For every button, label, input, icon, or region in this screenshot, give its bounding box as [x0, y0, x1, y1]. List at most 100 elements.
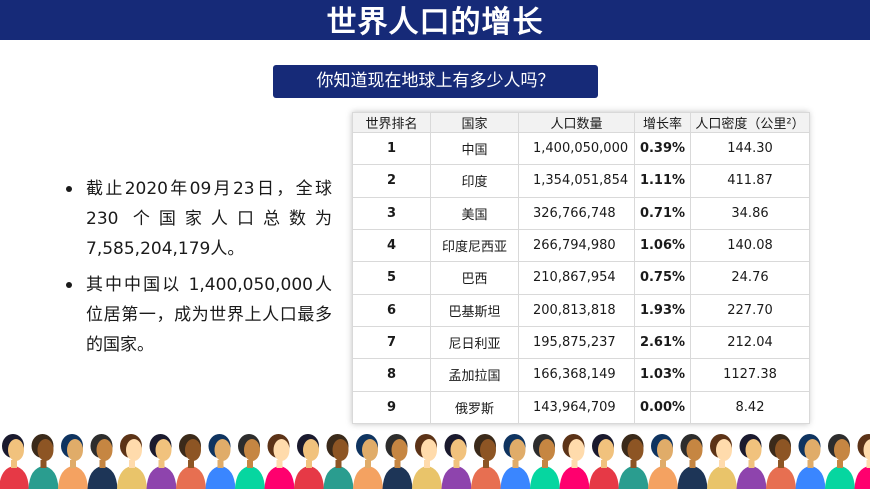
country-cell: 印度尼西亚 — [430, 228, 519, 263]
table-row: 2 印度 1,354,051,854 1.11% 411.87 — [352, 164, 810, 198]
growth-cell: 1.03% — [634, 358, 691, 392]
person-figure — [795, 434, 826, 489]
table-row: 4 印度尼西亚 266,794,980 1.06% 140.08 — [352, 228, 810, 263]
density-cell: 227.70 — [690, 293, 810, 327]
bullet-item: 其中中国以 1,400,050,000人位居第一，成为世界上人口最多的国家。 — [62, 270, 332, 360]
table-header-row: 世界排名 国家 人口数量 增长率 人口密度（公里²） — [352, 112, 810, 133]
bullet-item: 截止2020年09月23日，全球230 个国家人口总数为7,585,204,17… — [62, 174, 332, 264]
country-cell: 巴基斯坦 — [430, 293, 519, 327]
person-figure — [117, 434, 147, 489]
growth-cell: 0.39% — [634, 131, 691, 166]
table-row: 1 中国 1,400,050,000 0.39% 144.30 — [352, 131, 810, 166]
rank-cell: 3 — [352, 196, 431, 230]
rank-cell: 2 — [352, 164, 431, 198]
population-cell: 1,400,050,000 — [518, 131, 635, 166]
country-cell: 尼日利亚 — [430, 325, 519, 360]
person-figure — [235, 434, 265, 489]
rank-cell: 8 — [352, 358, 431, 392]
header-population: 人口数量 — [518, 112, 635, 133]
population-cell: 200,813,818 — [518, 293, 635, 327]
person-figure — [441, 434, 472, 489]
page-title: 世界人口的增长 — [326, 5, 544, 40]
density-cell: 1127.38 — [690, 358, 810, 392]
person-figure — [58, 434, 88, 489]
crowd-svg — [0, 434, 870, 489]
bullet-dot-icon — [66, 186, 72, 192]
title-band — [0, 0, 870, 40]
country-cell: 巴西 — [430, 261, 519, 295]
person-figure — [707, 434, 737, 489]
population-cell: 266,794,980 — [518, 228, 635, 263]
person-figure — [559, 434, 590, 489]
header-growth: 增长率 — [634, 112, 691, 133]
bullet-list: 截止2020年09月23日，全球230 个国家人口总数为7,585,204,17… — [62, 174, 332, 366]
rank-cell: 7 — [352, 325, 431, 360]
person-figure — [28, 434, 59, 489]
growth-cell: 1.11% — [634, 164, 691, 198]
person-figure — [500, 434, 531, 489]
table-row: 9 俄罗斯 143,964,709 0.00% 8.42 — [352, 390, 810, 425]
person-figure — [176, 434, 206, 489]
person-figure — [530, 434, 560, 489]
header-rank: 世界排名 — [352, 112, 431, 133]
rank-cell: 9 — [352, 390, 431, 425]
population-cell: 143,964,709 — [518, 390, 635, 425]
rank-cell: 6 — [352, 293, 431, 327]
person-figure — [854, 434, 870, 489]
person-figure — [382, 434, 413, 489]
person-figure — [205, 434, 236, 489]
country-cell: 俄罗斯 — [430, 390, 519, 425]
density-cell: 212.04 — [690, 325, 810, 360]
header-country: 国家 — [430, 112, 519, 133]
people-crowd-illustration — [0, 432, 870, 489]
person-figure — [736, 434, 767, 489]
density-cell: 24.76 — [690, 261, 810, 295]
table-body: 1 中国 1,400,050,000 0.39% 144.30 2 印度 1,354,051,… — [352, 131, 810, 425]
density-cell: 34.86 — [690, 196, 810, 230]
person-figure — [471, 434, 501, 489]
rank-cell: 5 — [352, 261, 431, 295]
header-density: 人口密度（公里²） — [690, 112, 810, 133]
person-figure — [264, 434, 295, 489]
growth-cell: 0.71% — [634, 196, 691, 230]
growth-cell: 1.06% — [634, 228, 691, 263]
population-cell: 195,875,237 — [518, 325, 635, 360]
density-cell: 8.42 — [690, 390, 810, 425]
country-cell: 孟加拉国 — [430, 358, 519, 392]
table-row: 6 巴基斯坦 200,813,818 1.93% 227.70 — [352, 293, 810, 327]
bullet-text: 截止2020年09月23日，全球230 个国家人口总数为7,585,204,17… — [86, 179, 332, 259]
person-figure — [87, 434, 118, 489]
bullet-text: 其中中国以 1,400,050,000人位居第一，成为世界上人口最多的国家。 — [86, 275, 332, 355]
density-cell: 411.87 — [690, 164, 810, 198]
person-figure — [323, 434, 354, 489]
population-cell: 326,766,748 — [518, 196, 635, 230]
population-cell: 210,867,954 — [518, 261, 635, 295]
person-figure — [412, 434, 442, 489]
growth-cell: 0.75% — [634, 261, 691, 295]
rank-cell: 1 — [352, 131, 431, 166]
person-figure — [294, 434, 324, 489]
country-cell: 中国 — [430, 131, 519, 166]
person-figure — [648, 434, 678, 489]
person-figure — [677, 434, 708, 489]
person-figure — [0, 434, 29, 489]
table-row: 8 孟加拉国 166,368,149 1.03% 1127.38 — [352, 358, 810, 392]
bullet-dot-icon — [66, 282, 72, 288]
density-cell: 140.08 — [690, 228, 810, 263]
table-row: 5 巴西 210,867,954 0.75% 24.76 — [352, 261, 810, 295]
person-figure — [618, 434, 649, 489]
rank-cell: 4 — [352, 228, 431, 263]
country-cell: 印度 — [430, 164, 519, 198]
population-cell: 166,368,149 — [518, 358, 635, 392]
person-figure — [146, 434, 177, 489]
person-figure — [353, 434, 383, 489]
growth-cell: 0.00% — [634, 390, 691, 425]
question-banner: 你知道现在地球上有多少人吗？ — [273, 65, 598, 98]
population-table: 世界排名 国家 人口数量 增长率 人口密度（公里²） 1 中国 1,400,050,… — [352, 112, 810, 425]
density-cell: 144.30 — [690, 131, 810, 166]
population-cell: 1,354,051,854 — [518, 164, 635, 198]
growth-cell: 1.93% — [634, 293, 691, 327]
country-cell: 美国 — [430, 196, 519, 230]
person-figure — [825, 434, 855, 489]
table-row: 7 尼日利亚 195,875,237 2.61% 212.04 — [352, 325, 810, 360]
